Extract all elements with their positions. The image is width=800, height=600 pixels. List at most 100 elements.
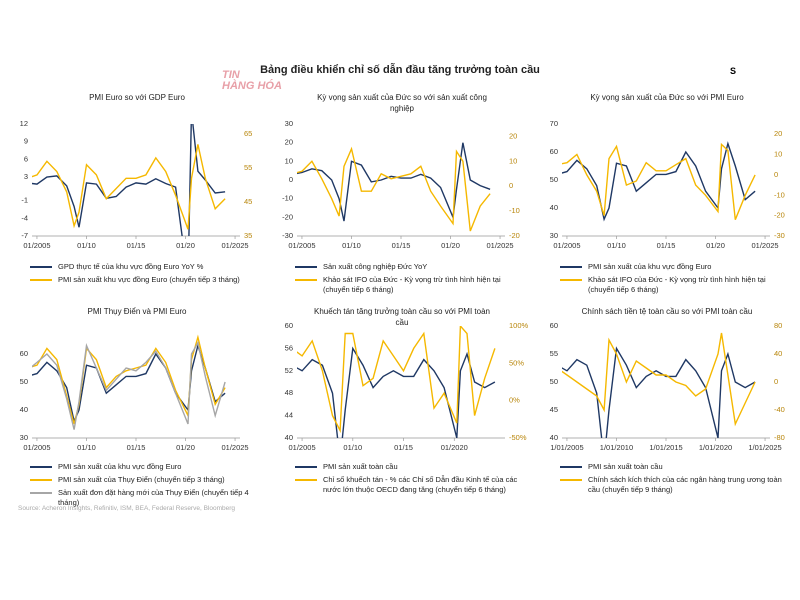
y2-tick-label: 35 xyxy=(244,231,252,240)
y2-tick-label: 45 xyxy=(244,197,252,206)
y-tick-label: 50 xyxy=(550,377,558,386)
legend-label: Khảo sát IFO của Đức - Kỳ vọng trừ tình … xyxy=(588,275,766,294)
legend-swatch xyxy=(30,492,52,494)
legend-item: GPD thực tế của khu vực đồng Euro YoY % xyxy=(26,262,260,272)
legend-item: Chỉ số khuếch tán - % các Chỉ số Dẫn đầu… xyxy=(291,475,525,495)
legend-label: PMI sản xuất khu vực đồng Euro (chuyển t… xyxy=(58,275,240,284)
y-tick-label: 40 xyxy=(285,433,293,442)
y2-tick-label: -10 xyxy=(774,190,785,199)
series-line xyxy=(562,142,756,220)
y2-tick-label: 80 xyxy=(774,321,782,330)
legend-swatch xyxy=(295,266,317,268)
y2-tick-label: -40 xyxy=(774,405,785,414)
y2-tick-label: 0 xyxy=(509,181,513,190)
x-tick-label: 01/2005 xyxy=(288,241,315,250)
series-line xyxy=(297,146,491,232)
legend-item: Khảo sát IFO của Đức - Kỳ vọng trừ tình … xyxy=(291,275,525,295)
y2-tick-label: -30 xyxy=(774,231,785,240)
x-tick-label: 01/2025 xyxy=(221,241,248,250)
y-tick-label: 45 xyxy=(550,405,558,414)
legend: PMI sản xuất toàn cầu Chỉ số khuếch tán -… xyxy=(291,462,525,498)
x-tick-label: 01/20 xyxy=(706,241,725,250)
logo-top: TIN xyxy=(222,69,240,81)
chart: 30 40 50 60 70 -30 -20 -10 0 10 20 01/2005 01/10 01/1… xyxy=(550,119,785,250)
y2-tick-label: -20 xyxy=(509,231,520,240)
x-tick-label: 01/2005 xyxy=(289,443,316,452)
series-line xyxy=(32,343,226,424)
y2-tick-label: 40 xyxy=(774,349,782,358)
y2-tick-label: 20 xyxy=(509,131,517,140)
legend-label: PMI sản xuất của khu vực đồng Euro xyxy=(588,262,712,271)
y-tick-label: 70 xyxy=(550,119,558,128)
y-tick-label: 55 xyxy=(550,349,558,358)
legend-swatch xyxy=(30,466,52,468)
y-tick-label: 30 xyxy=(285,119,293,128)
chart: -7 -4 -1 3 6 9 12 35 45 55 65 01/2005 01/10 01/15 01/2… xyxy=(20,119,253,250)
legend-item: PMI sản xuất toàn cầu xyxy=(291,462,525,472)
series-line xyxy=(297,326,496,434)
x-tick-label: 1/01/2005 xyxy=(550,443,583,452)
legend-swatch xyxy=(560,479,582,481)
y-tick-label: 60 xyxy=(550,147,558,156)
legend-label: Khảo sát IFO của Đức - Kỳ vọng trừ tình … xyxy=(323,275,501,294)
y-tick-label: 50 xyxy=(550,175,558,184)
source: Source: Acheron Insights, Refinitiv, ISM… xyxy=(18,505,236,512)
legend-item: Sản xuất công nghiệp Đức YoY xyxy=(291,262,525,272)
x-tick-label: 01/15 xyxy=(392,241,411,250)
y2-tick-label: 100% xyxy=(509,321,529,330)
legend-label: Sản xuất công nghiệp Đức YoY xyxy=(323,262,428,271)
chart-title: PMI Euro so với GDP Euro xyxy=(89,93,185,102)
x-tick-label: 01/2005 xyxy=(553,241,580,250)
y2-tick-label: 55 xyxy=(244,163,252,172)
y-tick-label: 30 xyxy=(20,433,28,442)
series-line xyxy=(32,144,226,230)
y-tick-label: 9 xyxy=(24,137,28,146)
chart: 40 45 50 55 60 -80 -40 0 40 80 1/01/2005 1/01/2010 1… xyxy=(550,321,785,452)
x-tick-label: 01/15 xyxy=(394,443,413,452)
x-tick-label: 01/10 xyxy=(607,241,626,250)
x-tick-label: 01/10 xyxy=(342,241,361,250)
logo: TIN HÀNG HÓA xyxy=(222,70,282,92)
series-line xyxy=(562,332,756,427)
series-line xyxy=(562,141,756,222)
series-line xyxy=(32,340,226,430)
legend-swatch xyxy=(30,279,52,281)
y2-tick-label: 10 xyxy=(509,156,517,165)
legend-swatch xyxy=(560,279,582,281)
legend-item: PMI sản xuất của khu vực đồng Euro xyxy=(26,462,260,472)
y-tick-label: 3 xyxy=(24,172,28,181)
x-tick-label: 01/20 xyxy=(176,443,195,452)
legend-swatch xyxy=(295,479,317,481)
y-tick-label: -1 xyxy=(21,196,28,205)
legend-swatch xyxy=(30,479,52,481)
y-tick-label: 56 xyxy=(285,343,293,352)
y-tick-label: 44 xyxy=(285,411,293,420)
legend-label: Chính sách kích thích của các ngân hàng … xyxy=(588,475,782,494)
y2-tick-label: 20 xyxy=(774,129,782,138)
chart: 30 40 50 60 01/2005 01/10 01/15 01/20 01/2025 xyxy=(20,334,249,452)
y-tick-label: 50 xyxy=(20,377,28,386)
y-tick-label: 12 xyxy=(20,119,28,128)
legend-label: PMI sản xuất của khu vực đồng Euro xyxy=(58,462,182,471)
y-tick-label: -20 xyxy=(282,212,293,221)
y-tick-label: -7 xyxy=(21,231,28,240)
legend-label: PMI sản xuất toàn cầu xyxy=(588,462,663,471)
y-tick-label: 60 xyxy=(550,321,558,330)
legend-swatch xyxy=(295,466,317,468)
y2-tick-label: 65 xyxy=(244,129,252,138)
chart-title: Kỳ vọng sản xuất của Đức so với PMI Euro xyxy=(590,93,744,102)
y-tick-label: -30 xyxy=(282,231,293,240)
x-tick-label: 01/2025 xyxy=(221,443,248,452)
y2-tick-label: -10 xyxy=(509,206,520,215)
x-tick-label: 01/15 xyxy=(127,241,146,250)
x-tick-label: 1/01/2025 xyxy=(748,443,781,452)
x-tick-label: 01/10 xyxy=(77,443,96,452)
x-tick-label: 01/2005 xyxy=(23,443,50,452)
legend-item: PMI sản xuất của Thụy Điển (chuyển tiếp … xyxy=(26,475,260,485)
page-title: Bảng điều khiển chỉ số dẫn đầu tăng trưở… xyxy=(260,64,540,76)
y-tick-label: 10 xyxy=(285,156,293,165)
chart-title: Chính sách tiền tệ toàn cầu so với PMI t… xyxy=(581,307,753,316)
y2-tick-label: 50% xyxy=(509,358,524,367)
series-line xyxy=(32,124,226,236)
